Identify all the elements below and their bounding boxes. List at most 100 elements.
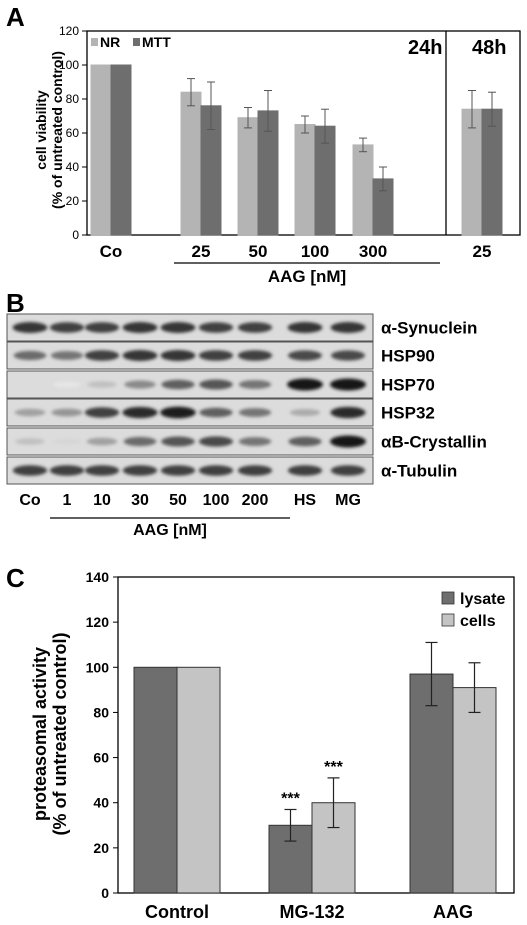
chart-a-bar-nr <box>237 117 259 236</box>
blot-band <box>288 350 322 361</box>
chart-a-bar-nr <box>294 124 316 236</box>
chart-c-significance-marker: *** <box>281 790 300 807</box>
chart-a-x-tick-label: 300 <box>359 242 387 261</box>
blot-band <box>124 380 156 389</box>
chart-c-x-tick-label: Control <box>145 902 209 922</box>
chart-a-time-label-48h: 48h <box>472 37 506 59</box>
chart-c-legend-swatch-cells <box>441 613 455 627</box>
panel-letter-b: B <box>6 288 25 318</box>
chart-a-bar-nr <box>180 91 202 236</box>
chart-c-y-tick-label: 20 <box>93 840 109 856</box>
blot-band <box>198 350 234 361</box>
chart-a-legend-label-mtt: MTT <box>142 34 171 50</box>
blot-band <box>330 378 366 391</box>
blot-lane-label: 200 <box>242 492 269 509</box>
blot-band <box>49 322 85 333</box>
blot-lane-label: 100 <box>203 492 230 509</box>
chart-a-bar-mtt <box>110 64 132 236</box>
blot-band <box>50 351 84 360</box>
blot-band <box>237 465 273 476</box>
chart-c-bar-cells <box>176 666 221 894</box>
blot-band <box>14 408 46 417</box>
blot-band <box>330 465 366 476</box>
blot-band <box>52 381 82 388</box>
chart-c-y-tick-label: 40 <box>93 795 109 811</box>
blot-band <box>199 379 233 390</box>
blot-band <box>238 380 272 389</box>
blot-band <box>330 322 366 333</box>
blot-band <box>52 438 82 445</box>
chart-c-y-axis-label-line1: proteasomal activity <box>30 647 50 821</box>
panel-letter-c: C <box>6 563 25 593</box>
chart-a-y-tick-label: 60 <box>66 126 80 140</box>
chart-a-y-axis-label: cell viability(% of untreated control) <box>33 51 65 209</box>
blot-band <box>198 465 234 476</box>
blot-band <box>122 465 158 476</box>
blot-lane-label: 30 <box>131 492 149 509</box>
chart-c-legend-label-lysate: lysate <box>460 591 505 608</box>
blot-band <box>160 465 196 476</box>
blot-lane-label: Co <box>19 492 41 509</box>
chart-c-significance-marker: *** <box>324 759 343 776</box>
chart-c-legend-swatch-lysate <box>441 591 455 605</box>
blot-band <box>161 379 195 390</box>
blot-row-label: αB-Crystallin <box>381 433 487 452</box>
blot-band <box>160 350 196 361</box>
blot-band <box>330 435 366 448</box>
chart-a-x-tick-label: 50 <box>249 242 268 261</box>
chart-c-x-tick-label: AAG <box>433 902 473 922</box>
chart-c-y-tick-label: 60 <box>93 750 109 766</box>
chart-a-legend-swatch-nr <box>91 38 98 46</box>
chart-c-y-tick-label: 80 <box>93 704 109 720</box>
chart-a-y-tick-label: 20 <box>66 194 80 208</box>
blot-band <box>198 322 234 333</box>
chart-c-y-tick-label: 0 <box>101 885 109 901</box>
chart-a-bar-nr <box>352 144 374 236</box>
blot-row-label: α-Synuclein <box>381 319 477 338</box>
blot-band <box>123 436 157 447</box>
blot-band <box>15 438 45 445</box>
blot-band <box>84 407 120 418</box>
blot-band <box>288 436 322 447</box>
blot-band <box>330 406 366 419</box>
blot-group-label: AAG [nM] <box>133 522 207 539</box>
blot-band <box>160 406 196 419</box>
chart-a-bar-mtt <box>481 108 503 236</box>
blot-row-label: α-Tubulin <box>381 462 457 481</box>
blot-lane-label: 50 <box>169 492 187 509</box>
western-blot: α-Synuclein HSP90 HSP70 HSP32 αB-Crystallin α… <box>6 313 487 539</box>
chart-c-x-tick-label: MG-132 <box>279 902 344 922</box>
chart-a-y-tick-label: 100 <box>59 58 79 72</box>
blot-lane-label: 10 <box>93 492 111 509</box>
chart-c-bar-cells <box>452 687 497 894</box>
blot-band <box>331 350 365 361</box>
blot-band <box>199 436 233 447</box>
chart-a-x-tick-label: 100 <box>301 242 329 261</box>
blot-band <box>84 350 120 361</box>
chart-a-y-tick-label: 40 <box>66 160 80 174</box>
chart-a-x-tick-label: Co <box>100 242 123 261</box>
blot-band <box>289 408 321 417</box>
chart-a-legend-label-nr: NR <box>100 34 120 50</box>
chart-a: 0 20 40 60 80 100 120 cell viability(% of untr… <box>33 24 521 286</box>
chart-a-y-tick-label: 80 <box>66 92 80 106</box>
blot-band <box>49 465 85 476</box>
chart-a-y-tick-label: 0 <box>72 228 79 242</box>
blot-lane-label: HS <box>294 492 317 509</box>
blot-band <box>238 437 272 446</box>
chart-c-y-tick-label: 120 <box>86 614 110 630</box>
chart-c-y-axis-label-line2: (% of untreated control) <box>50 633 70 836</box>
blot-row-label: HSP90 <box>381 347 435 366</box>
blot-band <box>287 378 323 391</box>
chart-a-x-tick-label: 25 <box>473 242 492 261</box>
blot-lane-label: MG <box>335 492 361 509</box>
chart-a-time-label-24h: 24h <box>408 37 442 59</box>
blot-row-label: HSP32 <box>381 404 435 423</box>
blot-band <box>84 322 120 333</box>
chart-c-y-tick-label: 140 <box>86 569 110 585</box>
chart-a-x-tick-label: 25 <box>192 242 211 261</box>
blot-band <box>122 406 158 419</box>
blot-lane-label: 1 <box>63 492 72 509</box>
blot-row-label: HSP70 <box>381 376 435 395</box>
